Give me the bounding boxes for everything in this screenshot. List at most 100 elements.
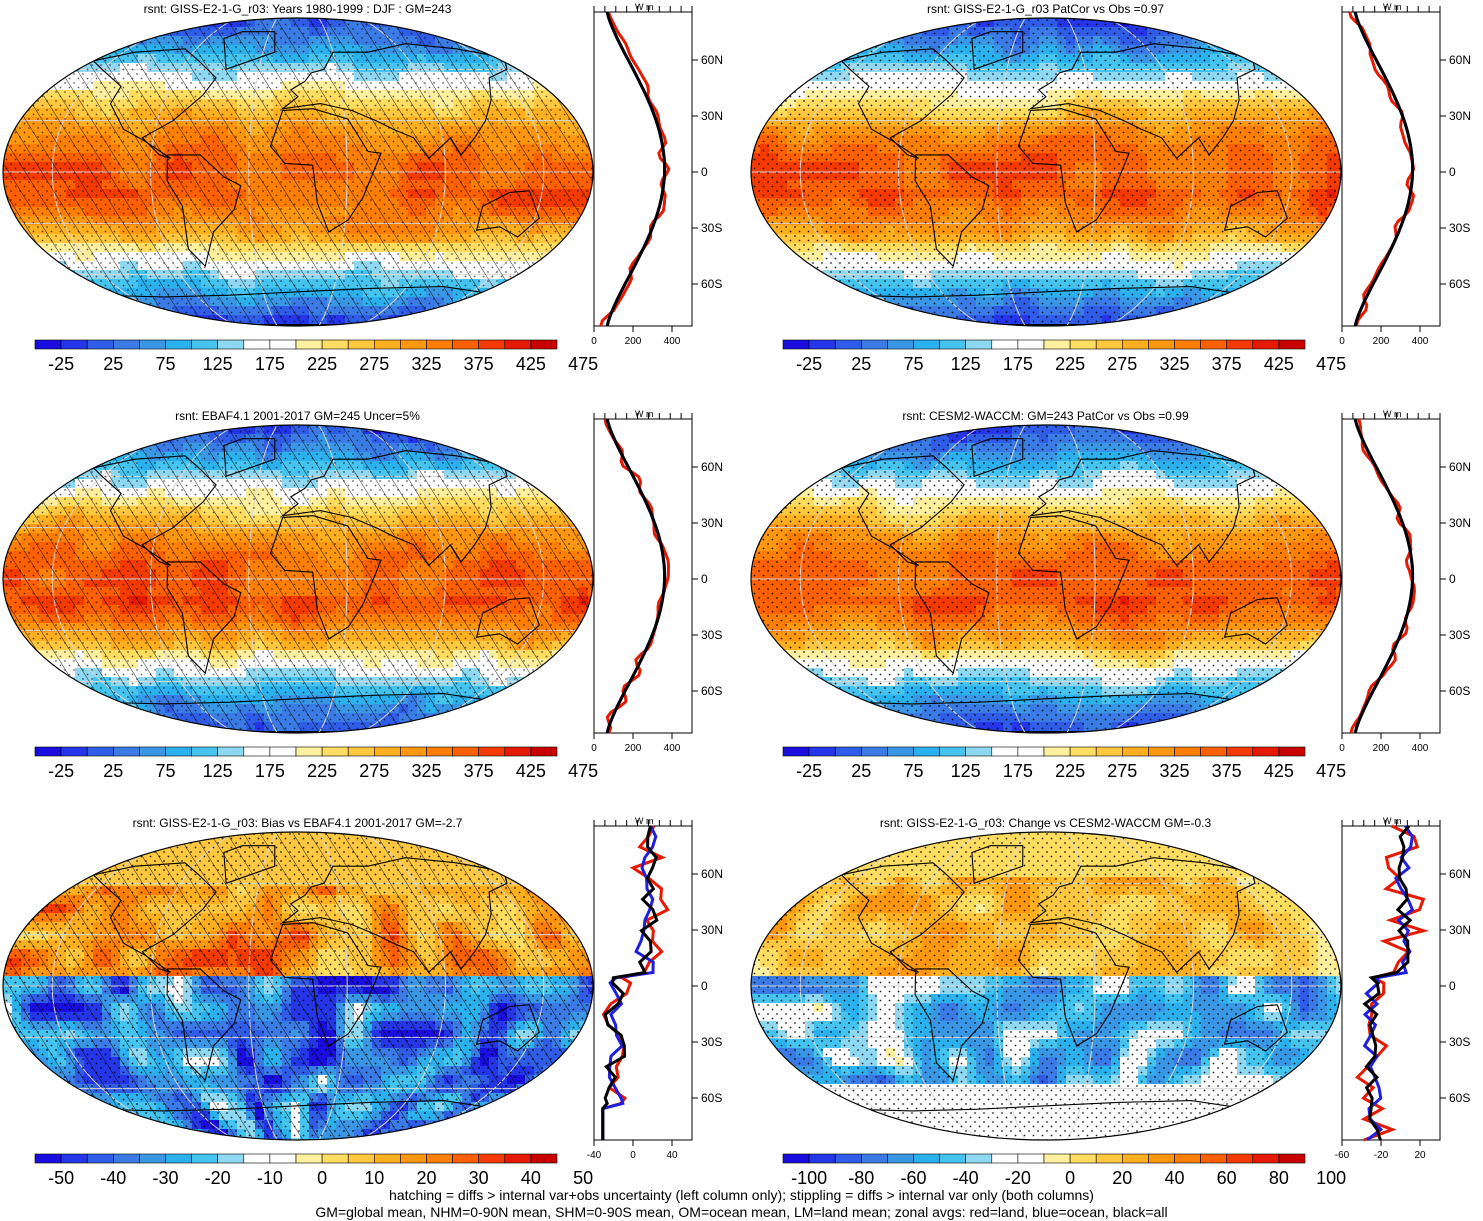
colorbar xyxy=(782,1153,1306,1164)
zonal-x-tick: 400 xyxy=(664,743,681,754)
colorbar-label: -25 xyxy=(48,761,75,781)
zonal-unit-label: W m xyxy=(1383,816,1402,826)
zonal-unit-label: W m xyxy=(1383,2,1402,12)
colorbar-label: 475 xyxy=(568,761,599,781)
colorbar-label: -20 xyxy=(1004,1168,1031,1188)
zonal-mean-plot: W m 60N 30N 0 30S 60S -40 0 40 xyxy=(587,816,723,1161)
map-figure: W m 60N 30N 0 30S 60S -40 0 40 xyxy=(2,816,723,1164)
zonal-lat-label: 0 xyxy=(701,979,708,993)
zonal-all-line xyxy=(605,418,667,734)
colorbar-label: 275 xyxy=(1107,354,1138,374)
colorbar-label: 225 xyxy=(307,354,338,374)
zonal-unit-label: W m xyxy=(635,816,654,826)
map-figure: W m 60N 30N 0 30S 60S -60 -20 20 xyxy=(750,816,1471,1164)
colorbar-label: 375 xyxy=(463,354,494,374)
zonal-lat-label: 30S xyxy=(1449,221,1470,235)
colorbar-label: -25 xyxy=(796,354,823,374)
colorbar-label: -100 xyxy=(791,1168,828,1188)
zonal-x-tick: 0 xyxy=(591,743,597,754)
colorbar xyxy=(34,746,558,757)
colorbar-label: 25 xyxy=(103,354,124,374)
colorbar-label: 175 xyxy=(1002,761,1033,781)
colorbar-label: -80 xyxy=(848,1168,875,1188)
panel-title: rsnt: CESM2-WACCM: GM=243 PatCor vs Obs … xyxy=(902,409,1189,423)
map-panel: rsnt: GISS-E2-1-G_r03 PatCor vs Obs =0.9… xyxy=(748,0,1483,400)
zonal-lat-label: 30N xyxy=(701,109,723,123)
map-panel: rsnt: GISS-E2-1-G_r03: Bias vs EBAF4.1 2… xyxy=(0,814,735,1214)
colorbar-label: 275 xyxy=(359,354,390,374)
colorbar xyxy=(34,1153,558,1164)
colorbar-label: 20 xyxy=(416,1168,437,1188)
zonal-lat-label: 0 xyxy=(1449,165,1456,179)
colorbar-label: 375 xyxy=(1211,761,1242,781)
colorbar-label: 25 xyxy=(103,761,124,781)
colorbar-label: 225 xyxy=(1055,354,1086,374)
zonal-all-line xyxy=(605,11,667,327)
zonal-lat-label: 30N xyxy=(1449,923,1471,937)
stippling xyxy=(751,832,1341,1140)
zonal-lat-label: 30S xyxy=(701,628,722,642)
colorbar-label: 325 xyxy=(1159,354,1190,374)
map-figure: W m 60N 30N 0 30S 60S 0 200 400 xyxy=(2,2,723,350)
colorbar-label: 30 xyxy=(468,1168,489,1188)
zonal-lat-label: 30N xyxy=(701,923,723,937)
colorbar-label: 125 xyxy=(202,354,233,374)
zonal-x-tick: 40 xyxy=(666,1150,678,1161)
panel-title: rsnt: GISS-E2-1-G_r03 PatCor vs Obs =0.9… xyxy=(926,2,1165,16)
colorbar-label: -40 xyxy=(100,1168,127,1188)
zonal-lat-label: 60S xyxy=(1449,684,1470,698)
zonal-unit-label: W m xyxy=(635,2,654,12)
zonal-lat-label: 60N xyxy=(1449,53,1471,67)
colorbar-label: -30 xyxy=(152,1168,179,1188)
zonal-lat-label: 0 xyxy=(1449,979,1456,993)
colorbar-label: 100 xyxy=(1316,1168,1347,1188)
zonal-lat-label: 60N xyxy=(1449,867,1471,881)
zonal-lat-label: 60S xyxy=(701,684,722,698)
colorbar-label: 325 xyxy=(411,354,442,374)
zonal-x-tick: 0 xyxy=(630,1150,636,1161)
colorbar-label: -50 xyxy=(48,1168,75,1188)
zonal-lat-label: 30N xyxy=(1449,109,1471,123)
zonal-all-line xyxy=(1362,825,1413,1141)
colorbar-label: 25 xyxy=(851,761,872,781)
colorbar-label: 175 xyxy=(254,761,285,781)
map-panel: rsnt: EBAF4.1 2001-2017 GM=245 Uncer=5% W… xyxy=(0,407,735,807)
zonal-lat-label: 60S xyxy=(1449,277,1470,291)
zonal-x-tick: -40 xyxy=(587,1150,602,1161)
zonal-lat-label: 60N xyxy=(701,867,723,881)
colorbar-label: 475 xyxy=(568,354,599,374)
zonal-x-tick: -60 xyxy=(1335,1150,1350,1161)
panel-title: rsnt: GISS-E2-1-G_r03: Years 1980-1999 :… xyxy=(143,2,452,16)
zonal-x-tick: 400 xyxy=(1412,743,1429,754)
map-figure: W m 60N 30N 0 30S 60S 0 200 400 xyxy=(750,2,1471,350)
colorbar-label: -25 xyxy=(796,761,823,781)
zonal-lat-label: 30N xyxy=(1449,516,1471,530)
colorbar xyxy=(782,339,1306,350)
zonal-lat-label: 60N xyxy=(701,53,723,67)
map-panel: rsnt: GISS-E2-1-G_r03: Change vs CESM2-W… xyxy=(748,814,1483,1214)
zonal-unit-label: W m xyxy=(635,409,654,419)
colorbar-label: 425 xyxy=(515,354,546,374)
colorbar-label: 375 xyxy=(463,761,494,781)
stippling xyxy=(751,18,1341,326)
zonal-lat-label: 60S xyxy=(1449,1091,1470,1105)
colorbar-label: 325 xyxy=(1159,761,1190,781)
zonal-all-line xyxy=(1353,11,1415,327)
zonal-x-tick: 20 xyxy=(1414,1150,1426,1161)
colorbar-label: 125 xyxy=(950,761,981,781)
colorbar-label: 50 xyxy=(573,1168,594,1188)
map-figure: W m 60N 30N 0 30S 60S 0 200 400 xyxy=(750,409,1471,757)
zonal-mean-plot: W m 60N 30N 0 30S 60S 0 200 400 xyxy=(1339,2,1471,347)
zonal-x-tick: 400 xyxy=(664,336,681,347)
zonal-lat-label: 60N xyxy=(701,460,723,474)
colorbar-label: 475 xyxy=(1316,354,1347,374)
colorbar-label: 75 xyxy=(155,354,176,374)
footer-line-1: hatching = diffs > internal var+obs unce… xyxy=(389,1187,1094,1203)
stippling xyxy=(751,425,1341,733)
zonal-lat-label: 30S xyxy=(1449,628,1470,642)
zonal-lat-label: 60N xyxy=(1449,460,1471,474)
zonal-lat-label: 30S xyxy=(701,221,722,235)
colorbar-label: 325 xyxy=(411,761,442,781)
zonal-mean-plot: W m 60N 30N 0 30S 60S 0 200 400 xyxy=(591,409,723,754)
map-figure: W m 60N 30N 0 30S 60S 0 200 400 xyxy=(2,409,723,757)
